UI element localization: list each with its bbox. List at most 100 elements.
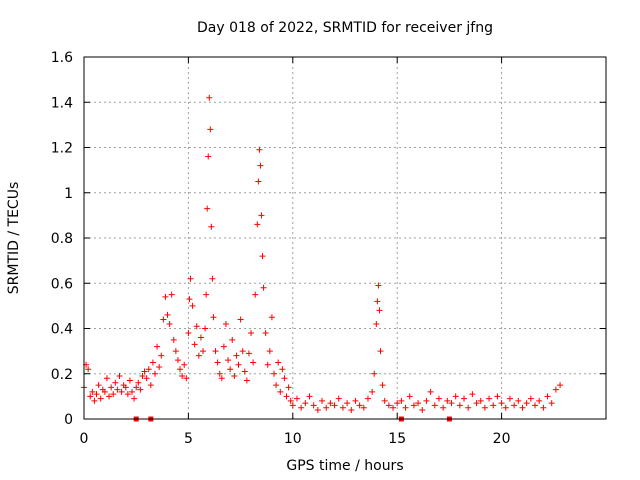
data-point bbox=[101, 388, 108, 395]
data-point bbox=[381, 397, 388, 404]
data-point bbox=[423, 397, 430, 404]
data-point bbox=[344, 400, 351, 407]
y-axis-label: SRMTID / TECUs bbox=[6, 182, 22, 295]
data-point bbox=[139, 373, 146, 380]
data-point bbox=[486, 395, 493, 402]
data-point bbox=[352, 397, 359, 404]
data-point bbox=[212, 348, 219, 355]
data-point bbox=[202, 325, 209, 332]
data-point bbox=[314, 406, 321, 413]
chart-title: Day 018 of 2022, SRMTID for receiver jfn… bbox=[197, 20, 493, 36]
data-point bbox=[431, 402, 438, 409]
data-point bbox=[205, 153, 212, 160]
data-point bbox=[222, 320, 229, 327]
data-point bbox=[135, 379, 142, 386]
data-point bbox=[306, 393, 313, 400]
data-point bbox=[233, 352, 240, 359]
axis-ticks bbox=[83, 56, 606, 420]
data-point bbox=[523, 400, 530, 407]
data-point bbox=[252, 291, 259, 298]
data-point bbox=[473, 400, 480, 407]
data-point bbox=[206, 94, 213, 101]
data-point bbox=[456, 402, 463, 409]
data-point bbox=[490, 402, 497, 409]
data-point bbox=[444, 397, 451, 404]
data-point bbox=[310, 402, 317, 409]
data-point bbox=[254, 221, 261, 228]
data-point bbox=[273, 382, 280, 389]
data-point bbox=[465, 404, 472, 411]
data-point bbox=[177, 366, 184, 373]
data-point bbox=[335, 395, 342, 402]
data-point bbox=[243, 377, 250, 384]
data-point bbox=[302, 400, 309, 407]
data-point bbox=[87, 393, 94, 400]
y-tick-label: 0.8 bbox=[51, 231, 73, 247]
data-point bbox=[277, 388, 284, 395]
y-tick-label: 1 bbox=[64, 186, 73, 202]
data-point bbox=[257, 162, 264, 169]
data-point bbox=[250, 359, 257, 366]
data-point bbox=[170, 336, 177, 343]
data-point bbox=[394, 400, 401, 407]
data-point bbox=[390, 404, 397, 411]
y-tick-labels: 0 0.2 0.4 0.6 0.8 1 1.2 1.4 1.6 bbox=[51, 50, 73, 428]
data-point bbox=[260, 284, 267, 291]
x-tick-labels: 0 5 10 15 20 bbox=[80, 431, 511, 447]
data-point bbox=[262, 330, 269, 337]
data-point bbox=[110, 391, 117, 398]
data-point bbox=[185, 330, 192, 337]
data-point bbox=[506, 395, 513, 402]
data-point bbox=[158, 352, 165, 359]
data-point bbox=[137, 386, 144, 393]
data-point bbox=[410, 402, 417, 409]
data-point bbox=[275, 359, 282, 366]
data-point bbox=[89, 388, 96, 395]
data-point bbox=[186, 296, 193, 303]
data-point bbox=[319, 397, 326, 404]
y-tick-label: 1.6 bbox=[51, 50, 73, 66]
data-point bbox=[133, 384, 140, 391]
data-point bbox=[168, 291, 175, 298]
data-point bbox=[122, 384, 129, 391]
data-point bbox=[189, 302, 196, 309]
data-point bbox=[207, 126, 214, 133]
data-point bbox=[419, 406, 426, 413]
data-point bbox=[191, 341, 198, 348]
data-point bbox=[435, 395, 442, 402]
data-point bbox=[231, 373, 238, 380]
x-tick-label: 15 bbox=[388, 431, 406, 447]
data-points bbox=[81, 94, 564, 422]
data-point bbox=[174, 357, 181, 364]
x-tick-label: 5 bbox=[184, 431, 193, 447]
data-point bbox=[216, 370, 223, 377]
data-point bbox=[385, 402, 392, 409]
y-tick-label: 1.4 bbox=[51, 95, 73, 111]
data-point bbox=[552, 386, 559, 393]
data-point bbox=[172, 348, 179, 355]
x-tick-label: 20 bbox=[493, 431, 511, 447]
data-point bbox=[373, 320, 380, 327]
grid-lines bbox=[84, 57, 606, 419]
y-tick-label: 0.2 bbox=[51, 367, 73, 383]
data-point bbox=[95, 382, 102, 389]
data-point bbox=[181, 361, 188, 368]
data-point bbox=[258, 212, 265, 219]
y-tick-label: 0.4 bbox=[51, 322, 73, 338]
data-point bbox=[248, 330, 255, 337]
data-point bbox=[91, 397, 98, 404]
data-point bbox=[281, 375, 288, 382]
data-point bbox=[402, 404, 409, 411]
data-point bbox=[239, 348, 246, 355]
data-point bbox=[208, 223, 215, 230]
data-point bbox=[193, 323, 200, 330]
data-point bbox=[235, 361, 242, 368]
data-point bbox=[143, 375, 150, 382]
data-point bbox=[156, 363, 163, 370]
data-point bbox=[237, 316, 244, 323]
data-point bbox=[264, 361, 271, 368]
data-point bbox=[494, 393, 501, 400]
data-point bbox=[268, 314, 275, 321]
data-point bbox=[348, 406, 355, 413]
data-point bbox=[369, 388, 376, 395]
